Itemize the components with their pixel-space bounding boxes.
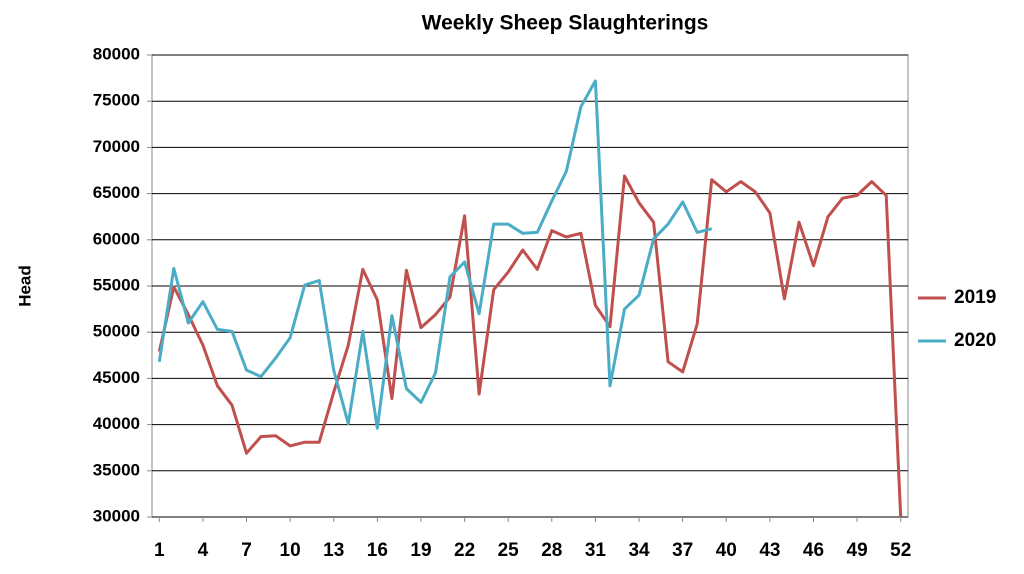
x-tick-label: 40	[716, 540, 737, 561]
x-tick-label: 7	[241, 540, 252, 561]
x-tick-label: 31	[585, 540, 607, 561]
x-tick-label: 25	[498, 540, 520, 561]
data-line	[157, 79, 713, 430]
y-tick-label: 60000	[93, 229, 140, 248]
x-tick-label: 43	[759, 540, 780, 561]
legend-label: 2020	[954, 330, 996, 351]
y-axis-label: Head	[15, 265, 34, 307]
x-tick-label: 13	[323, 540, 344, 561]
y-tick-label: 80000	[93, 44, 140, 63]
y-tick-label: 35000	[93, 460, 140, 479]
x-tick-label: 10	[280, 540, 301, 561]
x-tick-label: 4	[198, 540, 209, 561]
y-tick-label: 75000	[93, 91, 140, 110]
y-tick-label: 65000	[93, 183, 140, 202]
y-tick-label: 30000	[93, 506, 140, 525]
x-tick-label: 37	[672, 540, 693, 561]
x-tick-label: 28	[541, 540, 562, 561]
x-tick-label: 46	[803, 540, 824, 561]
chart-title: Weekly Sheep Slaughterings	[422, 12, 709, 35]
x-tick-label: 34	[628, 540, 650, 561]
y-tick-label: 40000	[93, 414, 140, 433]
x-tick-label: 1	[154, 540, 165, 561]
x-tick-label: 22	[454, 540, 475, 561]
y-tick-label: 50000	[93, 322, 140, 341]
x-tick-label: 49	[847, 540, 868, 561]
y-tick-label: 45000	[93, 368, 140, 387]
y-tick-label: 55000	[93, 275, 140, 294]
x-tick-label: 52	[890, 540, 911, 561]
legend-label: 2019	[954, 287, 996, 308]
y-tick-label: 70000	[93, 137, 140, 156]
x-tick-label: 19	[410, 540, 431, 561]
data-line	[157, 174, 903, 518]
x-tick-label: 16	[367, 540, 388, 561]
